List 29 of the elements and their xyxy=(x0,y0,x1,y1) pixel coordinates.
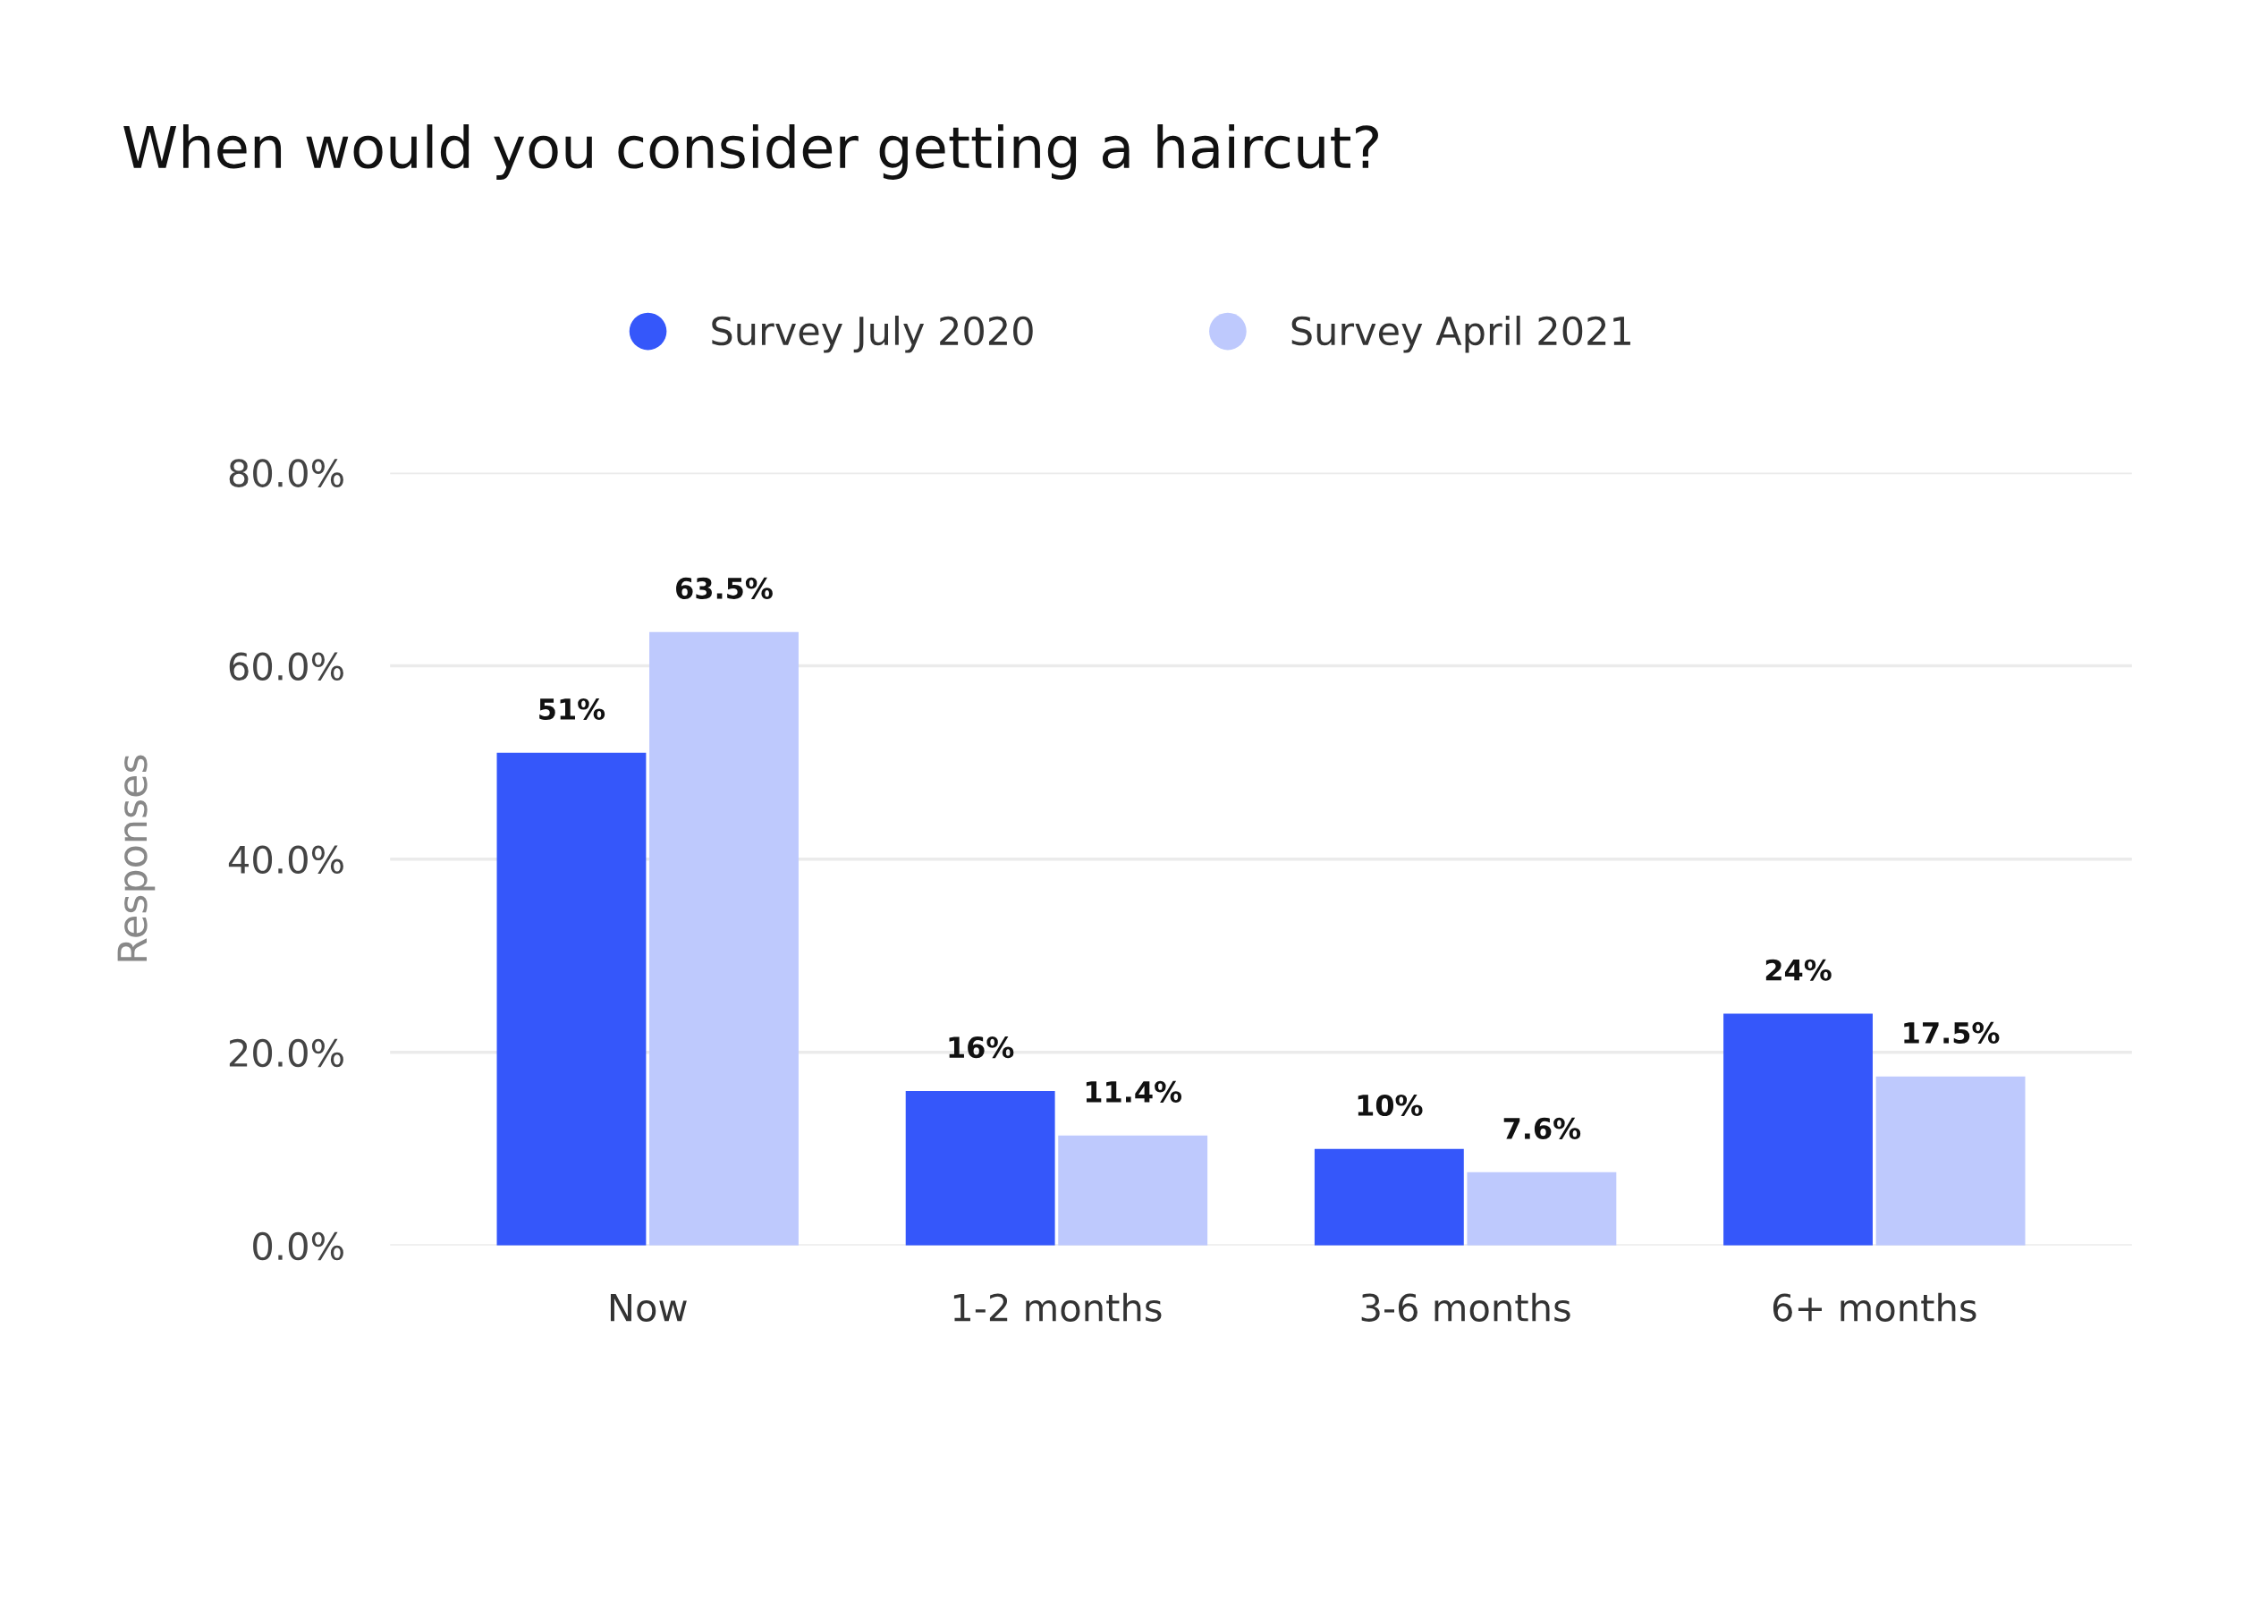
bar xyxy=(1314,1148,1464,1246)
data-label: 51% xyxy=(539,698,605,721)
data-label: 10% xyxy=(1358,1094,1423,1117)
bar xyxy=(1875,1076,2026,1246)
bar xyxy=(496,752,647,1246)
bar xyxy=(905,1090,1055,1246)
x-tick-label: 6+ months xyxy=(1773,1292,1976,1322)
bar xyxy=(1467,1171,1617,1246)
data-label: 17.5% xyxy=(1904,1021,2000,1045)
bar xyxy=(1058,1135,1208,1246)
x-tick-label: 3-6 months xyxy=(1361,1292,1570,1322)
y-tick-label: 40.0% xyxy=(228,845,343,875)
bar xyxy=(1723,1013,1873,1246)
legend-label: Survey July 2020 xyxy=(712,315,1033,353)
data-label: 7.6% xyxy=(1503,1117,1581,1140)
bar xyxy=(649,631,799,1246)
y-tick-label: 20.0% xyxy=(229,1038,343,1068)
data-label: 16% xyxy=(949,1036,1014,1059)
y-tick-label: 80.0% xyxy=(229,459,343,487)
y-tick-label: 0.0% xyxy=(253,1231,343,1261)
legend-label: Survey April 2021 xyxy=(1291,315,1630,353)
data-label: 63.5% xyxy=(676,577,773,599)
x-tick-label: 1-2 months xyxy=(953,1292,1162,1322)
data-label: 24% xyxy=(1765,959,1832,981)
y-tick-label: 60.0% xyxy=(229,652,343,681)
chart-title: When would you consider getting a haircut? xyxy=(123,124,1378,180)
y-axis-title: Responses xyxy=(117,755,156,961)
x-tick-label: Now xyxy=(610,1293,687,1322)
data-label: 11.4% xyxy=(1086,1080,1182,1103)
